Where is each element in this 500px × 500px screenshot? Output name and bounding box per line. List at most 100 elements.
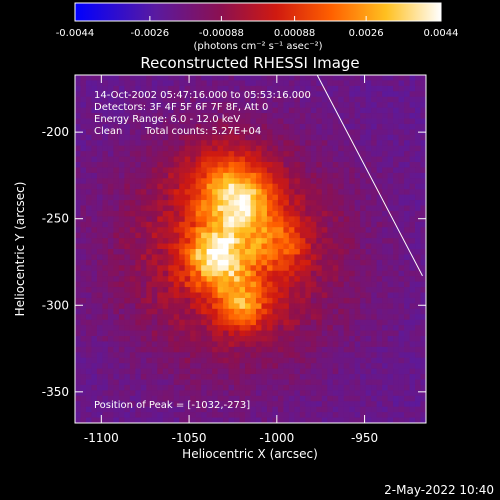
heatmap-cell xyxy=(360,232,367,239)
heatmap-cell xyxy=(321,319,328,326)
heatmap-cell xyxy=(206,368,213,375)
heatmap-cell xyxy=(173,91,180,98)
heatmap-cell xyxy=(173,183,180,190)
heatmap-cell xyxy=(316,113,323,120)
heatmap-cell xyxy=(195,401,202,408)
heatmap-cell xyxy=(360,80,367,87)
heatmap-cell xyxy=(316,151,323,158)
heatmap-cell xyxy=(288,363,295,370)
heatmap-cell xyxy=(272,178,279,185)
heatmap-cell xyxy=(321,96,328,103)
heatmap-cell xyxy=(409,178,416,185)
heatmap-cell xyxy=(168,259,175,266)
heatmap-cell xyxy=(179,107,186,114)
heatmap-cell xyxy=(277,91,284,98)
heatmap-cell xyxy=(245,129,252,136)
heatmap-cell xyxy=(118,265,125,272)
heatmap-cell xyxy=(365,134,372,141)
heatmap-cell xyxy=(321,151,328,158)
heatmap-cell xyxy=(102,270,109,277)
heatmap-cell xyxy=(404,330,411,337)
heatmap-cell xyxy=(332,96,339,103)
heatmap-cell xyxy=(135,91,142,98)
heatmap-cell xyxy=(393,123,400,130)
heatmap-cell xyxy=(371,113,378,120)
heatmap-cell xyxy=(80,107,87,114)
heatmap-cell xyxy=(206,183,213,190)
heatmap-cell xyxy=(387,205,394,212)
heatmap-cell xyxy=(212,379,219,386)
heatmap-cell xyxy=(102,162,109,169)
heatmap-cell xyxy=(140,238,147,245)
heatmap-cell xyxy=(228,232,235,239)
heatmap-cell xyxy=(190,178,197,185)
heatmap-cell xyxy=(277,276,284,283)
heatmap-cell xyxy=(107,341,114,348)
heatmap-cell xyxy=(288,352,295,359)
heatmap-cell xyxy=(387,151,394,158)
heatmap-cell xyxy=(146,341,153,348)
heatmap-cell xyxy=(234,91,241,98)
heatmap-cell xyxy=(305,325,312,332)
heatmap-cell xyxy=(195,134,202,141)
heatmap-cell xyxy=(162,221,169,228)
heatmap-cell xyxy=(102,363,109,370)
heatmap-cell xyxy=(272,85,279,92)
heatmap-cell xyxy=(371,80,378,87)
heatmap-cell xyxy=(261,113,268,120)
heatmap-cell xyxy=(201,303,208,310)
heatmap-cell xyxy=(398,319,405,326)
heatmap-cell xyxy=(129,156,136,163)
heatmap-cell xyxy=(75,221,82,228)
heatmap-cell xyxy=(102,314,109,321)
heatmap-cell xyxy=(338,406,345,413)
heatmap-cell xyxy=(190,96,197,103)
heatmap-cell xyxy=(168,221,175,228)
heatmap-cell xyxy=(420,156,426,163)
heatmap-cell xyxy=(393,406,400,413)
heatmap-cell xyxy=(212,140,219,147)
heatmap-cell xyxy=(113,113,120,120)
heatmap-cell xyxy=(327,308,334,315)
heatmap-cell xyxy=(113,145,120,152)
heatmap-cell xyxy=(332,227,339,234)
heatmap-cell xyxy=(124,151,131,158)
heatmap-cell xyxy=(201,259,208,266)
heatmap-cell xyxy=(124,205,131,212)
heatmap-cell xyxy=(212,395,219,402)
heatmap-cell xyxy=(409,276,416,283)
heatmap-cell xyxy=(365,156,372,163)
heatmap-cell xyxy=(184,330,191,337)
heatmap-cell xyxy=(206,319,213,326)
heatmap-cell xyxy=(140,216,147,223)
heatmap-cell xyxy=(151,319,158,326)
heatmap-cell xyxy=(107,297,114,304)
heatmap-cell xyxy=(261,297,268,304)
heatmap-cell xyxy=(343,227,350,234)
heatmap-cell xyxy=(327,325,334,332)
heatmap-cell xyxy=(173,80,180,87)
heatmap-cell xyxy=(382,178,389,185)
heatmap-cell xyxy=(371,368,378,375)
heatmap-cell xyxy=(151,390,158,397)
heatmap-cell xyxy=(85,346,93,353)
y-tick-label: -350 xyxy=(42,385,69,399)
heatmap-cell xyxy=(310,91,317,98)
heatmap-cell xyxy=(217,363,224,370)
heatmap-cell xyxy=(387,183,394,190)
heatmap-cell xyxy=(129,352,136,359)
heatmap-cell xyxy=(316,379,323,386)
heatmap-cell xyxy=(288,243,295,250)
heatmap-cell xyxy=(393,297,400,304)
heatmap-cell xyxy=(179,183,186,190)
heatmap-cell xyxy=(299,363,306,370)
heatmap-cell xyxy=(415,281,422,288)
heatmap-cell xyxy=(201,254,208,261)
heatmap-cell xyxy=(338,238,345,245)
heatmap-cell xyxy=(206,308,213,315)
heatmap-cell xyxy=(349,221,356,228)
heatmap-cell xyxy=(80,75,87,82)
heatmap-cell xyxy=(382,390,389,397)
heatmap-cell xyxy=(217,227,224,234)
heatmap-cell xyxy=(212,265,219,272)
